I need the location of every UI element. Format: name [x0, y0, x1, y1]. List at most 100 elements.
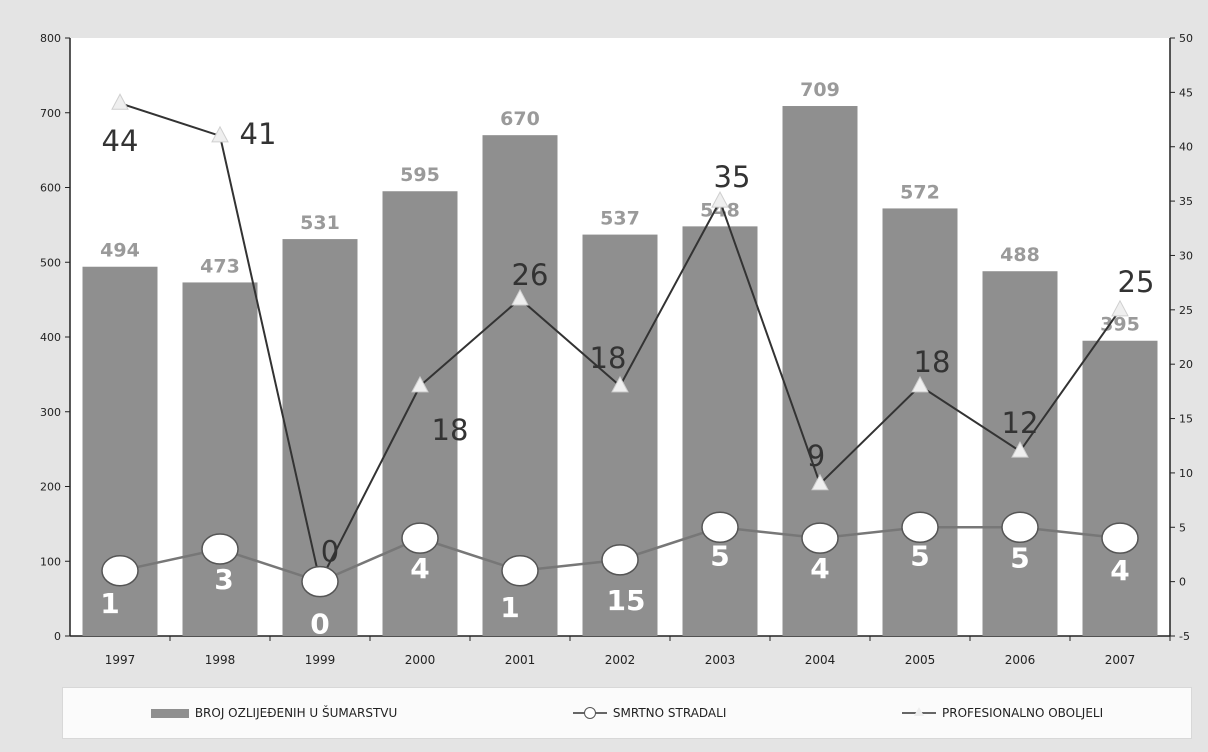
deaths-data-label: 1 [100, 587, 119, 620]
left-tick-label: 400 [40, 331, 61, 344]
right-tick-label: 5 [1179, 521, 1186, 534]
bar-data-label: 488 [1000, 244, 1040, 266]
triangle-marker [1011, 441, 1029, 458]
x-tick-label: 2006 [1005, 653, 1036, 667]
right-tick-label: 40 [1179, 141, 1193, 154]
legend-item-deaths: SMRTNO STRADALI [572, 706, 727, 720]
right-tick-label: 25 [1179, 304, 1193, 317]
disease-data-label: 18 [914, 345, 951, 379]
x-tick-label: 1998 [205, 653, 236, 667]
left-tick-label: 600 [40, 182, 61, 195]
circle-marker [301, 565, 339, 598]
triangle-marker [211, 125, 229, 143]
disease-data-label: 18 [432, 413, 469, 447]
bar [682, 226, 758, 636]
circle-marker [1101, 522, 1139, 554]
circle-marker [501, 555, 539, 587]
circle-marker [901, 511, 939, 544]
bar-data-label: 537 [600, 208, 640, 230]
bar [482, 135, 558, 637]
disease-data-label: 18 [590, 341, 627, 375]
circle-marker [101, 555, 139, 587]
bar [182, 282, 258, 636]
bar-data-label: 494 [100, 240, 140, 262]
disease-data-label: 9 [807, 439, 825, 473]
legend-item-bar: BROJ OZLIJEĐENIH U ŠUMARSTVU [150, 706, 398, 720]
chart-legend: BROJ OZLIJEĐENIH U ŠUMARSTVU SMRTNO STRA… [62, 687, 1192, 739]
legend-label-disease: PROFESIONALNO OBOLJELI [942, 706, 1104, 720]
bar-data-label: 473 [200, 255, 240, 277]
deaths-data-label: 5 [910, 539, 929, 572]
triangle-marker [1111, 299, 1129, 317]
deaths-data-label: 4 [410, 552, 429, 585]
legend-item-disease: PROFESIONALNO OBOLJELI [902, 706, 1103, 720]
disease-data-label: 35 [714, 160, 751, 194]
disease-data-label: 25 [1118, 265, 1155, 299]
legend-label-bar: BROJ OZLIJEĐENIH U ŠUMARSTVU [194, 706, 398, 720]
deaths-data-label: 15 [607, 584, 646, 617]
deaths-data-label: 1 [500, 591, 519, 624]
right-tick-label: 50 [1179, 32, 1193, 45]
x-tick-label: 1999 [305, 653, 336, 667]
x-tick-label: 2002 [605, 653, 636, 667]
x-tick-label: 2005 [905, 653, 936, 667]
triangle-marker [711, 191, 729, 208]
triangle-marker [611, 375, 629, 393]
triangle-marker [111, 93, 129, 110]
legend-triangle-line-swatch [902, 706, 936, 720]
right-tick-label: 20 [1179, 358, 1193, 371]
left-tick-label: 800 [40, 32, 61, 45]
disease-data-label: 0 [321, 535, 339, 569]
x-tick-label: 2001 [505, 653, 536, 667]
circle-marker [801, 522, 839, 554]
circle-marker [201, 533, 239, 565]
bar-data-label: 572 [900, 181, 940, 203]
left-tick-label: 500 [40, 256, 61, 269]
bar-data-label: 709 [800, 79, 840, 101]
right-tick-label: 35 [1179, 195, 1193, 208]
right-tick-label: 0 [1179, 576, 1186, 589]
triangle-marker [811, 473, 829, 491]
triangle-marker [911, 375, 929, 393]
deaths-data-label: 4 [810, 552, 829, 585]
bar [582, 234, 658, 636]
bar [882, 208, 958, 636]
disease-data-label: 12 [1002, 406, 1039, 440]
bar-data-label: 531 [300, 212, 340, 234]
deaths-data-label: 0 [310, 608, 329, 641]
deaths-data-label: 5 [710, 539, 729, 572]
bar-data-label: 595 [400, 164, 440, 186]
bar-data-label: 670 [500, 108, 540, 130]
x-tick-label: 2000 [405, 653, 436, 667]
right-tick-label: 45 [1179, 86, 1193, 99]
disease-data-label: 41 [240, 117, 277, 151]
disease-data-label: 44 [102, 124, 139, 158]
x-tick-label: 2007 [1105, 653, 1136, 667]
left-tick-label: 300 [40, 406, 61, 419]
disease-data-label: 26 [512, 258, 549, 292]
left-tick-label: 200 [40, 481, 61, 494]
left-tick-label: 700 [40, 107, 61, 120]
circle-marker [601, 544, 639, 576]
right-tick-label: 15 [1179, 413, 1193, 426]
circle-marker [1001, 511, 1039, 544]
bar [382, 191, 458, 637]
deaths-data-label: 5 [1010, 541, 1029, 574]
right-tick-label: 30 [1179, 249, 1193, 262]
x-tick-label: 1997 [105, 653, 136, 667]
bar-data-label: 395 [1100, 314, 1140, 336]
bar-data-label: 548 [700, 199, 740, 221]
left-tick-label: 0 [54, 630, 61, 643]
right-tick-label: -5 [1179, 630, 1190, 643]
bar [1082, 340, 1158, 636]
triangle-marker [411, 375, 429, 393]
left-tick-label: 100 [40, 555, 61, 568]
legend-circle-line-swatch [572, 706, 607, 720]
deaths-data-label: 3 [214, 563, 233, 596]
x-tick-label: 2004 [805, 653, 836, 667]
x-tick-label: 2003 [705, 653, 736, 667]
right-tick-label: 10 [1179, 467, 1193, 480]
circle-marker [401, 522, 439, 554]
legend-label-deaths: SMRTNO STRADALI [612, 706, 727, 720]
